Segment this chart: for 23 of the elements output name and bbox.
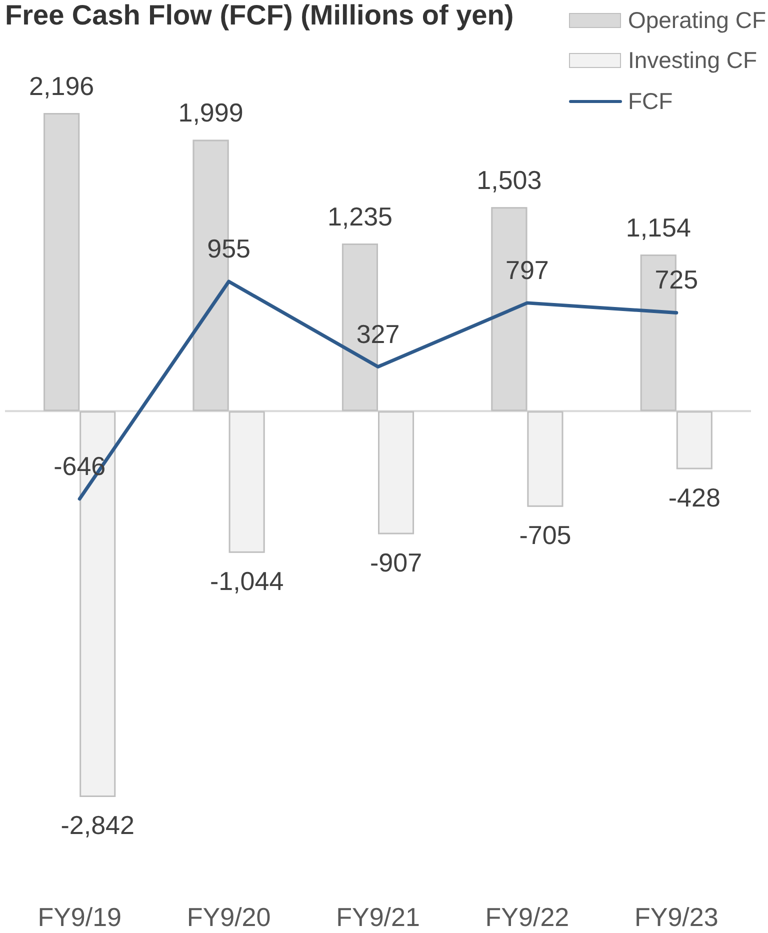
data-label: -428	[668, 482, 720, 512]
data-label: 327	[356, 318, 400, 349]
data-label: 725	[654, 264, 698, 295]
data-label: 797	[506, 254, 549, 285]
legend-label: Investing CF	[628, 47, 758, 74]
data-label: -705	[519, 520, 572, 550]
data-label: 1,999	[178, 98, 244, 128]
data-label: 1,503	[476, 165, 542, 196]
data-label: 1,154	[626, 212, 691, 242]
data-label: 1,235	[327, 201, 393, 232]
data-label: 2,196	[29, 71, 94, 101]
x-tick-label: FY9/21	[336, 902, 420, 932]
data-label: -907	[370, 547, 422, 578]
data-label: -2,842	[60, 810, 134, 840]
x-tick-label: FY9/19	[38, 902, 122, 932]
legend-label: Operating CF	[628, 6, 766, 34]
legend-label: FCF	[628, 88, 673, 115]
data-label: 955	[207, 233, 250, 264]
x-tick-label: FY9/22	[485, 902, 570, 932]
x-tick-label: FY9/20	[186, 902, 271, 932]
chart-title: Free Cash Flow (FCF) (Millions of yen)	[5, 0, 514, 31]
data-label: -1,044	[210, 566, 284, 596]
x-tick-label: FY9/23	[634, 902, 718, 932]
